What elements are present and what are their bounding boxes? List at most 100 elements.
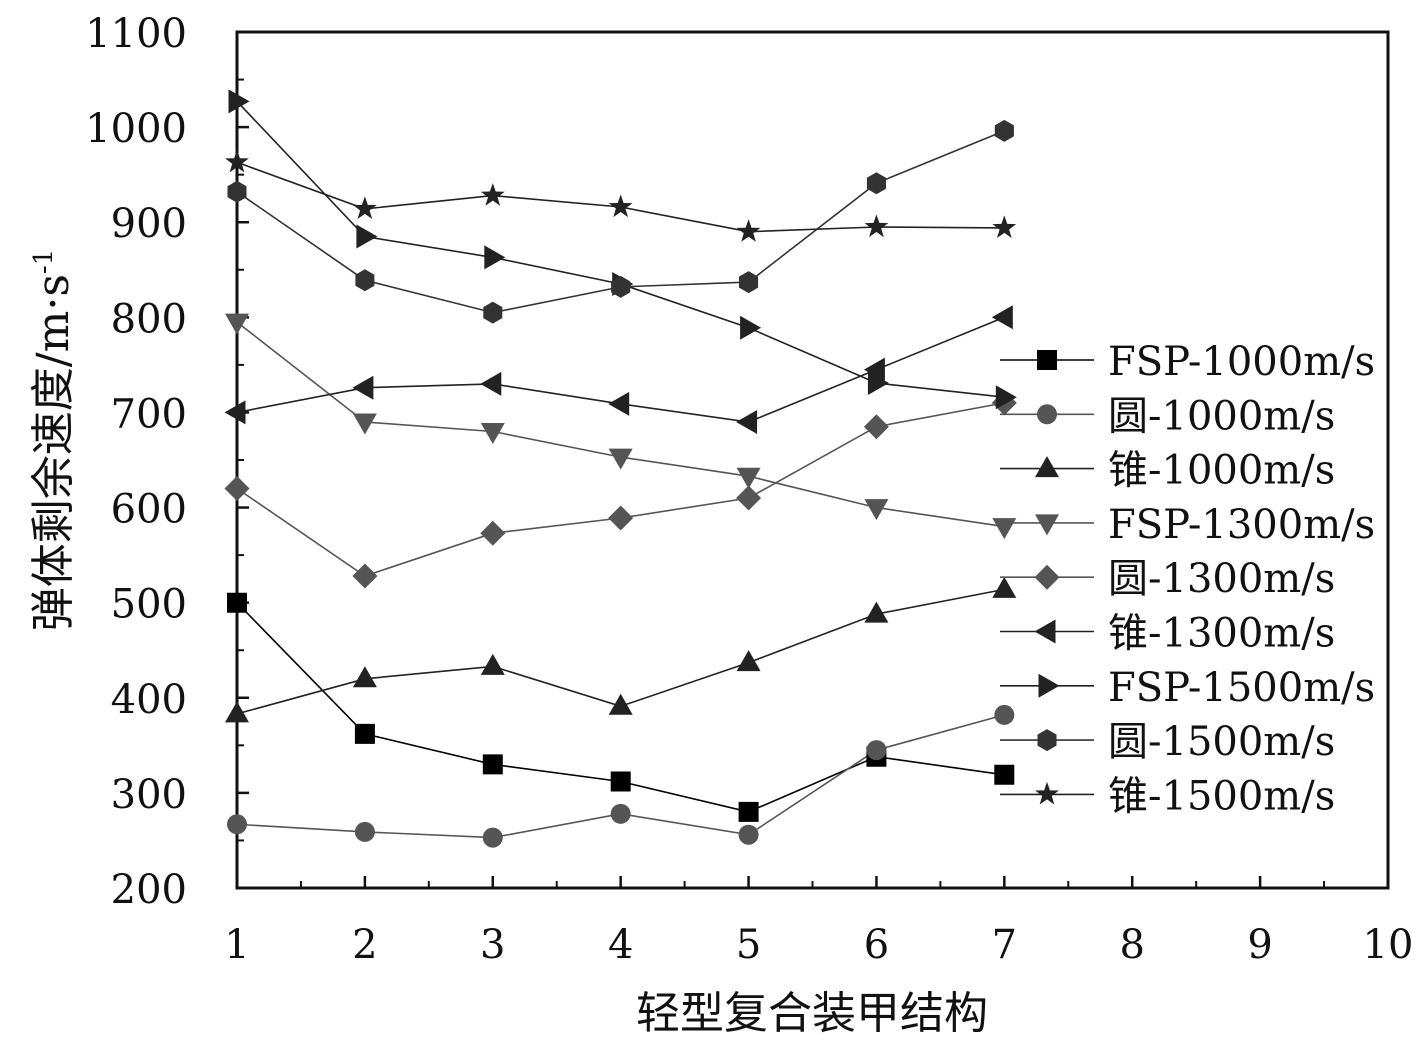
data-point <box>864 601 889 623</box>
legend-label: FSP-1500m/s <box>1108 665 1375 711</box>
y-tick-label: 1100 <box>85 11 187 57</box>
data-point <box>863 414 889 440</box>
series-line <box>236 402 1005 577</box>
x-tick-label: 2 <box>352 922 377 968</box>
data-point <box>353 196 377 219</box>
data-point <box>736 219 761 242</box>
data-point <box>354 723 375 744</box>
y-axis-label-superscript: -1 <box>29 249 59 274</box>
y-axis-label-text: 弹体剩余速度/m·s <box>28 274 79 631</box>
legend-label: FSP-1000m/s <box>1108 339 1375 385</box>
y-tick-label: 400 <box>111 677 187 723</box>
data-point <box>992 576 1017 598</box>
x-tick-label: 10 <box>1363 922 1414 968</box>
data-point <box>738 801 759 822</box>
legend-marker <box>1034 619 1056 644</box>
data-point <box>740 315 762 340</box>
legend-label: 锥-1000m/s <box>1108 448 1335 494</box>
legend-label: FSP-1300m/s <box>1108 502 1375 548</box>
x-tick-label: 1 <box>224 922 249 968</box>
data-point <box>608 448 633 470</box>
data-point <box>225 313 249 335</box>
data-point <box>736 467 761 489</box>
x-axis-label: 轻型复合装甲结构 <box>636 988 988 1039</box>
y-tick-label: 1000 <box>85 106 187 152</box>
data-point <box>352 563 378 589</box>
legend-marker <box>1035 514 1059 536</box>
x-tick-label: 8 <box>1119 922 1144 968</box>
data-point <box>228 89 250 114</box>
x-tick-label: 3 <box>480 922 505 968</box>
legend-marker <box>1038 673 1060 698</box>
data-point <box>992 215 1017 238</box>
data-point <box>224 400 246 425</box>
data-point <box>225 149 249 173</box>
y-tick-label: 900 <box>111 201 187 247</box>
data-point <box>610 803 631 824</box>
data-point <box>352 413 377 435</box>
data-point <box>482 754 503 775</box>
data-point <box>864 214 889 238</box>
data-point <box>480 520 506 546</box>
data-point <box>608 693 633 715</box>
series-line <box>236 100 1005 398</box>
data-point <box>992 518 1017 540</box>
data-point <box>738 824 759 845</box>
x-tick-label: 9 <box>1247 922 1272 968</box>
legend-label: 圆-1300m/s <box>1108 556 1335 602</box>
legend-label: 圆-1000m/s <box>1108 393 1335 439</box>
data-point <box>608 505 634 531</box>
data-point <box>994 119 1014 142</box>
data-point <box>480 371 502 396</box>
data-point <box>994 764 1015 785</box>
data-point <box>739 271 759 294</box>
data-point <box>866 740 887 761</box>
data-point <box>866 172 886 195</box>
legend-marker <box>1035 456 1059 478</box>
data-point <box>355 269 375 292</box>
y-tick-label: 700 <box>111 391 187 437</box>
data-point <box>995 385 1017 410</box>
data-point <box>227 592 247 613</box>
legend-marker <box>1037 404 1057 425</box>
legend-label: 锥-1500m/s <box>1108 773 1335 819</box>
data-point <box>484 245 506 270</box>
x-tick-label: 4 <box>608 922 633 968</box>
data-point <box>227 814 247 835</box>
data-point <box>611 275 631 298</box>
data-point <box>354 821 375 842</box>
data-point <box>863 357 885 382</box>
data-point <box>736 485 762 511</box>
data-point <box>224 476 250 501</box>
legend-marker <box>1035 781 1059 805</box>
data-point <box>864 499 889 521</box>
x-tick-label: 6 <box>864 922 889 968</box>
data-point <box>736 410 758 434</box>
y-tick-label: 200 <box>111 867 187 913</box>
data-point <box>480 423 505 444</box>
data-point <box>356 224 378 249</box>
y-tick-label: 800 <box>111 296 187 342</box>
data-point <box>482 827 503 848</box>
legend: FSP-1000m/s 圆-1000m/s 锥-1000m/s FSP-1300m/s… <box>1000 339 1375 819</box>
legend-marker <box>1037 729 1057 752</box>
data-point <box>352 666 377 688</box>
x-tick-label: 7 <box>992 922 1017 968</box>
legend-marker <box>1037 350 1057 370</box>
data-point <box>736 650 761 672</box>
y-tick-label: 500 <box>111 582 187 628</box>
data-point <box>608 391 630 416</box>
data-point <box>352 375 374 400</box>
data-point <box>483 301 503 324</box>
data-point <box>227 180 247 203</box>
data-point <box>480 183 505 206</box>
data-point <box>225 701 249 723</box>
y-tick-label: 600 <box>111 487 187 533</box>
data-point <box>480 653 505 675</box>
y-tick-label: 300 <box>111 772 187 818</box>
data-point <box>867 371 889 395</box>
legend-marker <box>1034 564 1060 590</box>
legend-label: 锥-1300m/s <box>1108 611 1335 657</box>
